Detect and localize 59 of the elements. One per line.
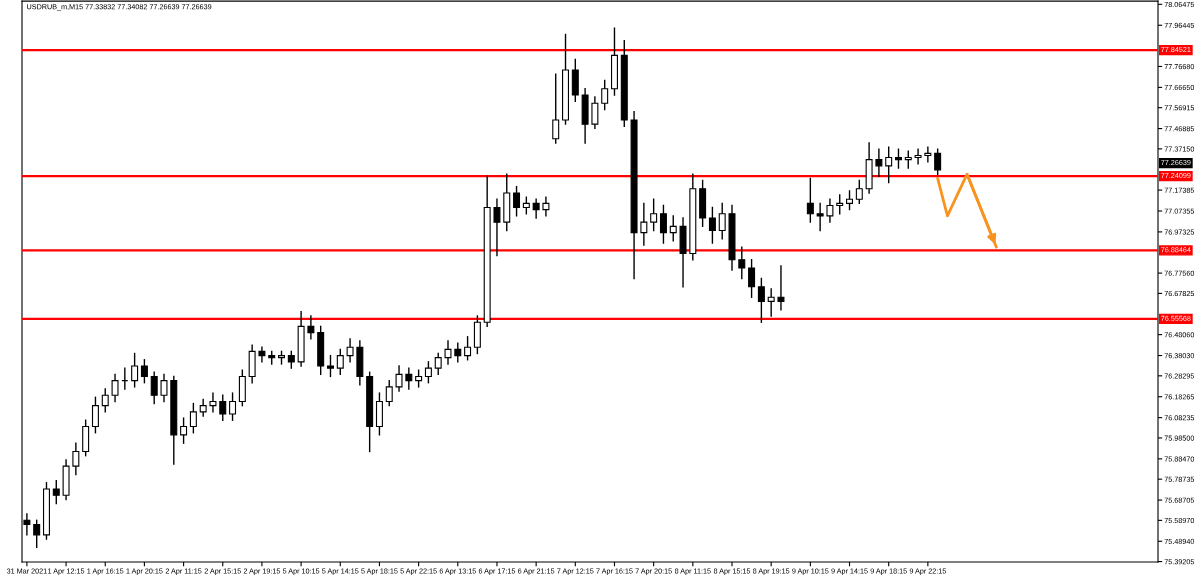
candlestick: [757, 277, 765, 323]
candlestick: [894, 148, 902, 169]
candlestick: [385, 379, 393, 407]
candlestick: [532, 198, 540, 219]
candlestick: [326, 354, 334, 378]
line-series: [936, 172, 998, 249]
candlestick: [131, 352, 139, 388]
candlestick: [748, 258, 756, 298]
candlestick: [552, 73, 560, 144]
candlestick: [885, 146, 893, 184]
candlestick: [934, 148, 942, 175]
candlestick: [875, 148, 883, 177]
candlestick: [101, 388, 109, 413]
candlestick: [33, 519, 41, 549]
candlestick: [395, 365, 403, 392]
candlestick: [669, 215, 677, 242]
candlestick: [464, 336, 472, 361]
candlestick: [914, 148, 922, 165]
candlestick: [180, 417, 188, 444]
candlestick: [816, 202, 824, 232]
candlestick: [72, 442, 80, 476]
candlestick: [336, 348, 344, 376]
candlestick: [91, 396, 99, 434]
candlestick: [111, 373, 119, 403]
candlestick: [307, 315, 315, 340]
candlestick: [493, 198, 501, 257]
candlestick: [258, 346, 266, 363]
candlestick: [640, 202, 648, 246]
candlestick: [219, 394, 227, 421]
candlestick: [806, 177, 814, 223]
candlestick: [846, 190, 854, 211]
candlestick: [160, 373, 168, 403]
candlestick: [826, 198, 834, 223]
candlestick: [424, 361, 432, 384]
candlestick: [52, 479, 60, 505]
candlestick: [777, 265, 785, 311]
candlestick: [209, 392, 217, 413]
candlestick: [140, 359, 148, 384]
candlestick: [542, 196, 550, 217]
candlestick: [855, 179, 863, 205]
candlestick: [189, 402, 197, 434]
candlestick: [659, 204, 667, 244]
candlestick: [444, 340, 452, 365]
candlestick: [708, 206, 716, 244]
candlestick: [346, 338, 354, 363]
candlestick: [591, 96, 599, 130]
candlestick: [434, 352, 442, 376]
candlestick: [513, 186, 521, 217]
candlestick: [454, 342, 462, 363]
candlestick: [601, 79, 609, 111]
candlestick: [718, 202, 726, 240]
candlestick: [405, 367, 413, 390]
candlestick: [650, 198, 658, 232]
candlestick: [150, 371, 158, 405]
candlestick: [924, 146, 932, 163]
candlestick: [836, 194, 844, 215]
candlestick: [767, 288, 775, 317]
candlestick: [229, 392, 237, 421]
candlestick: [738, 246, 746, 280]
